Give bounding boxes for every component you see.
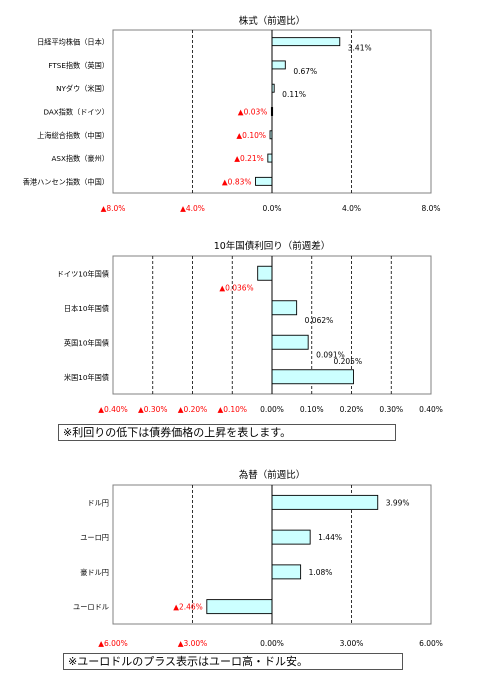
chart-2-tick-label: ▲0.40% bbox=[98, 405, 128, 414]
chart-3-data-label: 1.08% bbox=[309, 568, 333, 577]
chart-3-tick-label: ▲6.00% bbox=[98, 639, 128, 648]
chart-1-data-label: ▲0.10% bbox=[236, 131, 266, 140]
chart-1-tick-label: 8.0% bbox=[421, 204, 440, 213]
chart-1-data-label: 0.67% bbox=[293, 67, 317, 76]
chart-1-tick-label: ▲8.0% bbox=[101, 204, 126, 213]
chart-1-tick-label: 0.0% bbox=[262, 204, 281, 213]
chart-2-data-label: 0.205% bbox=[333, 357, 362, 366]
chart-2-category-label: ドイツ10年国債 bbox=[57, 269, 109, 278]
chart-1-bar bbox=[271, 60, 286, 70]
chart-3-bar bbox=[206, 599, 273, 615]
chart-2-category-label: 米国10年国債 bbox=[64, 373, 109, 382]
chart-1-category-label: FTSE指数（英国） bbox=[48, 61, 109, 70]
chart-1-category-label: NYダウ（米国） bbox=[56, 84, 109, 93]
chart-2-tick-label: ▲0.10% bbox=[217, 405, 247, 414]
chart-3-note: ※ユーロドルのプラス表示はユーロ高・ドル安。 bbox=[63, 653, 403, 670]
chart-1-bar bbox=[255, 176, 273, 186]
chart-2-tick-label: 0.30% bbox=[379, 405, 403, 414]
chart-3-bar bbox=[271, 529, 311, 545]
chart-2-bar bbox=[271, 369, 354, 385]
chart-2-category-label: 英国10年国債 bbox=[64, 338, 109, 347]
chart-3-bar bbox=[271, 564, 302, 580]
chart-2-note: ※利回りの低下は債券価格の上昇を表します。 bbox=[58, 424, 396, 441]
chart-3-category-label: 豪ドル円 bbox=[80, 568, 109, 577]
chart-1-bar bbox=[267, 153, 273, 163]
chart-1-bar bbox=[271, 37, 341, 47]
chart-2-tick-label: ▲0.20% bbox=[178, 405, 208, 414]
chart-1-tick-label: 4.0% bbox=[342, 204, 361, 213]
chart-3-data-label: 3.99% bbox=[386, 498, 410, 507]
chart-1-data-label: 0.11% bbox=[282, 90, 306, 99]
chart-3-title: 為替（前週比） bbox=[239, 469, 306, 481]
chart-3-category-label: ユーロ円 bbox=[80, 533, 109, 542]
chart-1-category-label: 上海総合指数（中国） bbox=[37, 131, 109, 140]
chart-2-tick-label: 0.40% bbox=[419, 405, 443, 414]
chart-2-tick-label: 0.10% bbox=[300, 405, 324, 414]
chart-3-tick-label: 3.00% bbox=[340, 639, 364, 648]
chart-3-category-label: ドル円 bbox=[87, 498, 109, 507]
chart-3-category-label: ユーロドル bbox=[73, 603, 109, 612]
chart-1-title: 株式（前週比） bbox=[239, 15, 306, 27]
chart-1-tick-label: ▲4.0% bbox=[180, 204, 205, 213]
chart-2-category-label: 日本10年国債 bbox=[64, 304, 109, 313]
chart-1-data-label: ▲0.21% bbox=[234, 154, 264, 163]
chart-2-tick-label: 0.00% bbox=[260, 405, 284, 414]
chart-2-bar bbox=[271, 300, 298, 316]
chart-2-data-label: 0.062% bbox=[305, 316, 334, 325]
chart-2-tick-label: ▲0.30% bbox=[138, 405, 168, 414]
chart-2-tick-label: 0.20% bbox=[340, 405, 364, 414]
chart-2-bar bbox=[257, 265, 273, 281]
chart-1-data-label: 3.41% bbox=[348, 44, 372, 53]
chart-3-tick-label: ▲3.00% bbox=[178, 639, 208, 648]
chart-1-data-label: ▲0.83% bbox=[222, 177, 252, 186]
chart-2-bar bbox=[271, 334, 309, 350]
chart-3-tick-label: 6.00% bbox=[419, 639, 443, 648]
chart-1-category-label: 日経平均株価（日本） bbox=[37, 38, 109, 47]
chart-1-category-label: DAX指数（ドイツ） bbox=[43, 108, 109, 117]
chart-2-data-label: ▲0.036% bbox=[219, 283, 253, 292]
chart-3-bar bbox=[271, 494, 379, 510]
chart-3-data-label: ▲2.46% bbox=[173, 603, 203, 612]
chart-1-category-label: ASX指数（豪州） bbox=[51, 154, 109, 163]
chart-2-title: 10年国債利回り（前週差） bbox=[214, 240, 331, 252]
chart-3-tick-label: 0.00% bbox=[260, 639, 284, 648]
chart-2-data-label: 0.091% bbox=[316, 350, 345, 359]
chart-1-category-label: 香港ハンセン指数（中国） bbox=[23, 177, 109, 186]
chart-3-data-label: 1.44% bbox=[318, 533, 342, 542]
chart-1-data-label: ▲0.03% bbox=[238, 108, 268, 117]
